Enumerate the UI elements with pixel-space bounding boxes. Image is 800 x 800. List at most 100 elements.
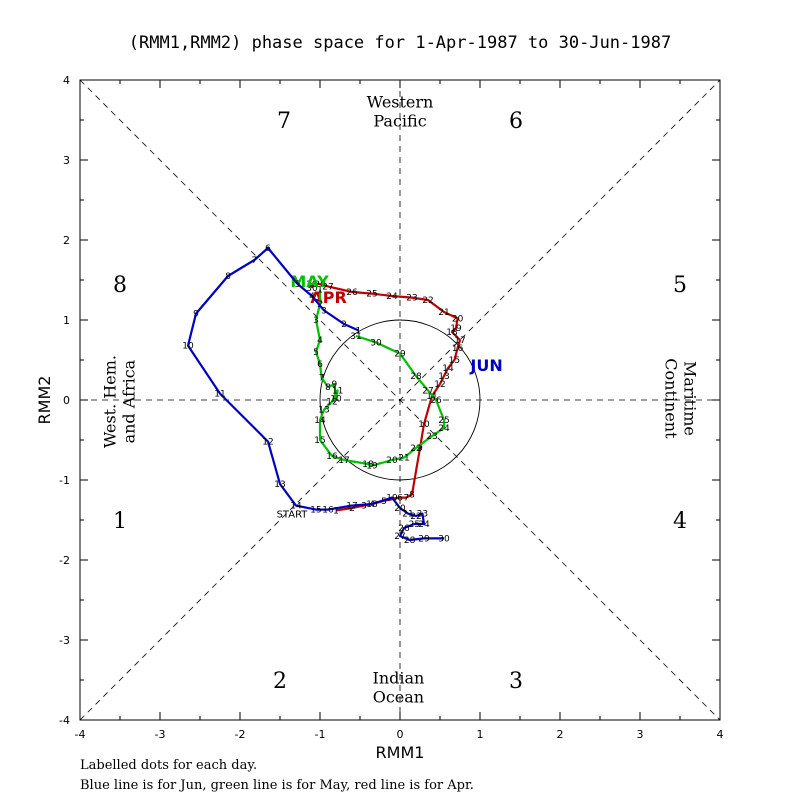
day-label: 6 [397,494,403,504]
y-tick-label: 2 [63,234,70,247]
day-label: 15 [314,436,325,446]
day-label: 28 [410,372,422,382]
day-label: 28 [404,536,416,546]
day-label: 4 [309,292,315,302]
y-tick-label: 3 [63,154,70,167]
month-label: JUN [469,356,502,375]
day-label: 23 [417,510,428,520]
day-label: 3 [313,316,319,326]
y-tick-label: 4 [63,74,70,87]
day-label: 13 [318,406,329,416]
day-label: 25 [409,520,420,530]
day-label: 6 [317,360,323,370]
y-tick-label: -1 [59,474,70,487]
series-line [314,289,446,467]
day-label: 26 [430,396,442,406]
day-label: 5 [295,280,301,290]
day-label: 11 [426,392,437,402]
y-tick-label: 1 [63,314,70,327]
day-label: 27 [422,386,433,396]
day-label: 1 [356,326,362,336]
day-label: 23 [406,294,417,304]
region-label-line: Indian [372,669,424,688]
day-label: 20 [452,314,464,324]
day-label: 18 [446,328,458,338]
day-label: 26 [346,288,358,298]
y-tick-label: 0 [63,394,70,407]
series-layer: 1 2 3 4 5 6 7 891011121314151617181920212223242… [182,244,502,546]
day-label: 30 [370,338,382,348]
day-label: 22 [422,296,433,306]
series-apr: 1 2 3 4 5 6 7 891011121314151617181920212223242… [306,280,465,516]
day-label: 12 [434,380,445,390]
day-label: 12 [326,398,337,408]
y-tick-label: -3 [59,634,70,647]
day-label: 11 [332,386,343,396]
start-label: START [277,510,309,521]
day-label: 16 [452,344,464,354]
phase-number: 5 [673,273,687,298]
region-label-line: Pacific [373,112,426,131]
day-label: 13 [438,372,449,382]
day-label: 20 [386,456,398,466]
y-tick-label: -2 [59,554,70,567]
region-label: West. Hem. and Africa [101,355,139,448]
day-label: 17 [338,456,349,466]
x-tick-label: 3 [637,728,644,741]
day-label: 5 [313,348,319,358]
day-label: 15 [310,506,321,516]
day-label: 24 [386,292,398,302]
day-label: 27 [322,282,333,292]
series-line [310,282,462,512]
day-label: 23 [426,432,437,442]
x-tick-label: -3 [155,728,166,741]
phase-number: 6 [509,109,523,134]
day-label: 6 [265,244,271,254]
day-label: 3 [361,502,367,512]
day-label: 29 [394,350,406,360]
day-label: 9 [332,380,338,390]
day-label: 1 [333,506,339,516]
day-label: 24 [438,424,450,434]
x-tick-label: 0 [397,728,404,741]
day-label: 14 [290,502,302,512]
day-label: 16 [322,506,334,516]
y-axis-label: RMM2 [35,376,54,425]
footer-line-2: Blue line is for Jun, green line is for … [80,778,474,793]
x-axis-label: RMM1 [376,743,425,762]
day-label: 27 [394,532,405,542]
day-label: 13 [274,480,285,490]
day-label: 30 [306,284,318,294]
region-label-line: Continent [662,358,681,439]
day-label: 21 [402,510,413,520]
day-label: 30 [438,534,450,544]
x-tick-label: 1 [477,728,484,741]
day-label: 19 [450,324,462,334]
series-line [186,246,444,542]
phase-number: 8 [113,273,127,298]
unit-circle [319,319,481,481]
day-label: 25 [366,290,377,300]
region-label-line: Western [367,93,434,112]
day-label: 10 [330,394,342,404]
phase-number: 2 [273,669,287,694]
day-label: 1 [317,286,323,296]
day-label: 22 [410,512,421,522]
day-label: 8 [325,383,331,393]
region-label-line: Maritime [681,361,700,436]
day-label: 3 [321,306,327,316]
phase-number: 7 [277,109,291,134]
day-label: 21 [438,308,449,318]
day-label: 7 [252,256,258,266]
day-label: 29 [306,280,318,290]
day-label: 18 [366,500,378,510]
phase-number: 1 [113,509,127,534]
day-label: 17 [346,502,357,512]
day-label: 31 [350,332,361,342]
day-label: 12 [262,438,273,448]
